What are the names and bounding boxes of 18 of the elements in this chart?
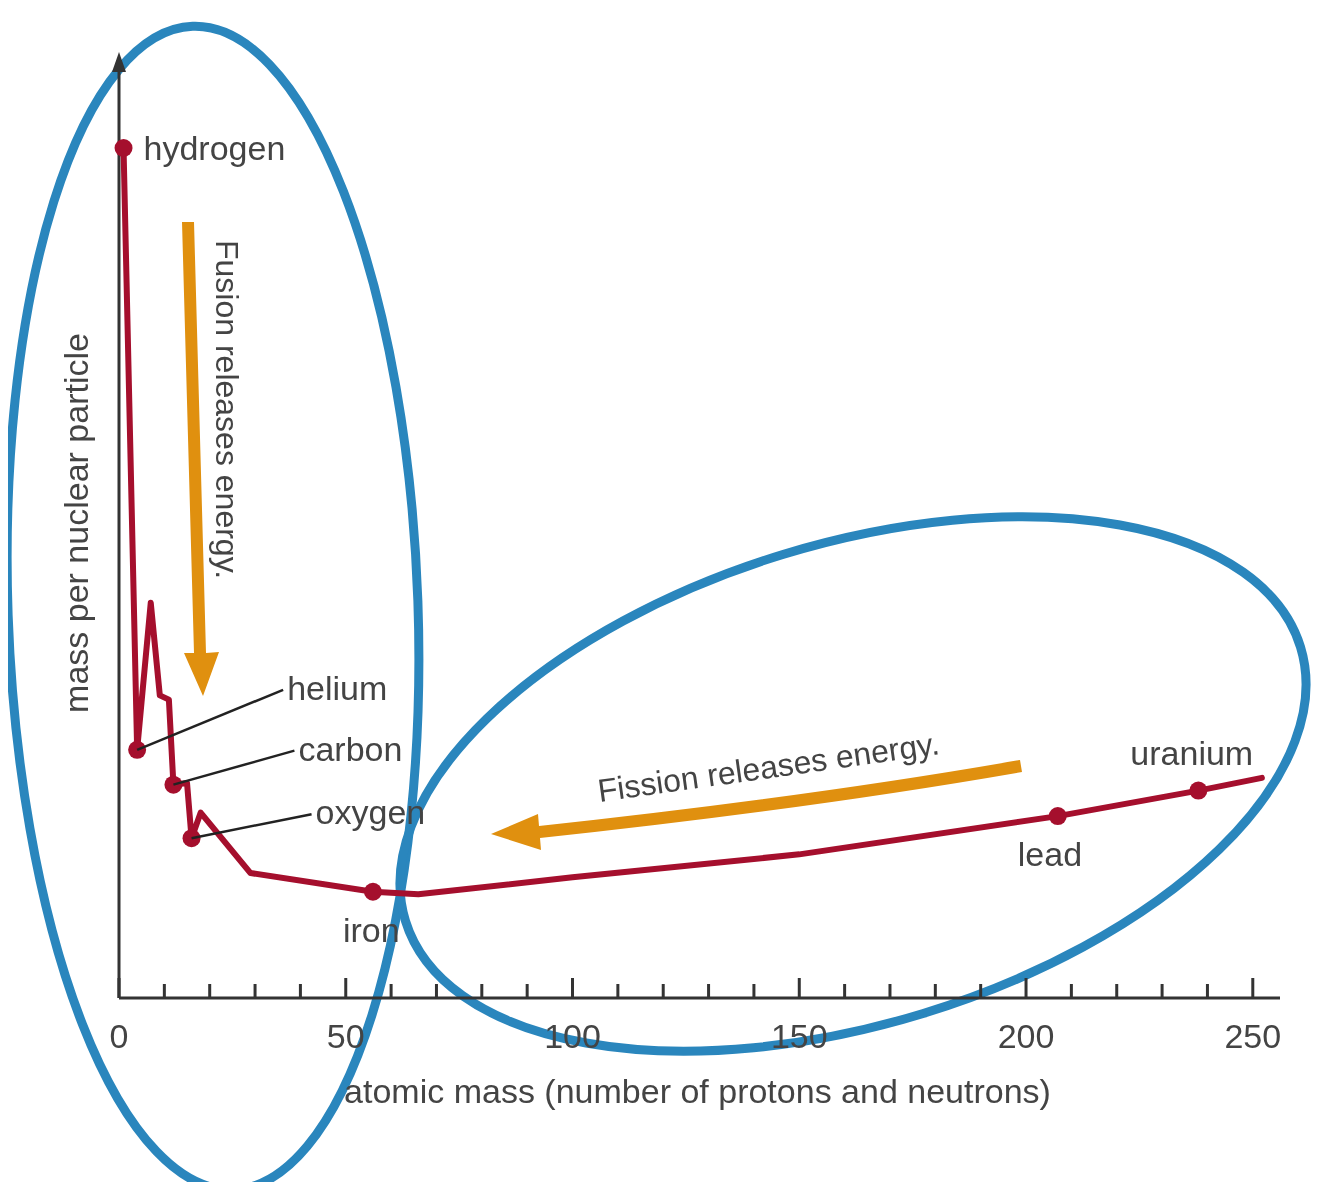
x-tick-label: 100 <box>544 1017 601 1055</box>
y-axis-title: mass per nuclear particle <box>57 333 95 713</box>
annotation: uranium <box>1130 733 1254 772</box>
x-tick-label: 200 <box>997 1017 1055 1055</box>
annotation: Fission releases energy. <box>595 725 942 809</box>
point <box>182 829 201 848</box>
annotation: lead <box>1017 835 1083 874</box>
x-tick-label: 250 <box>1224 1017 1282 1055</box>
annotation: helium <box>287 668 388 707</box>
point <box>1048 807 1067 826</box>
annotation: Fusion releases energy. <box>209 240 245 580</box>
annotation: hydrogen <box>143 129 286 167</box>
x-axis-title: atomic mass (number of protons and neutrons) <box>344 1072 1051 1110</box>
point <box>363 882 382 901</box>
point <box>114 139 133 157</box>
point <box>1189 781 1208 800</box>
x-tick-label: 0 <box>109 1017 129 1055</box>
annotation: carbon <box>298 729 403 768</box>
